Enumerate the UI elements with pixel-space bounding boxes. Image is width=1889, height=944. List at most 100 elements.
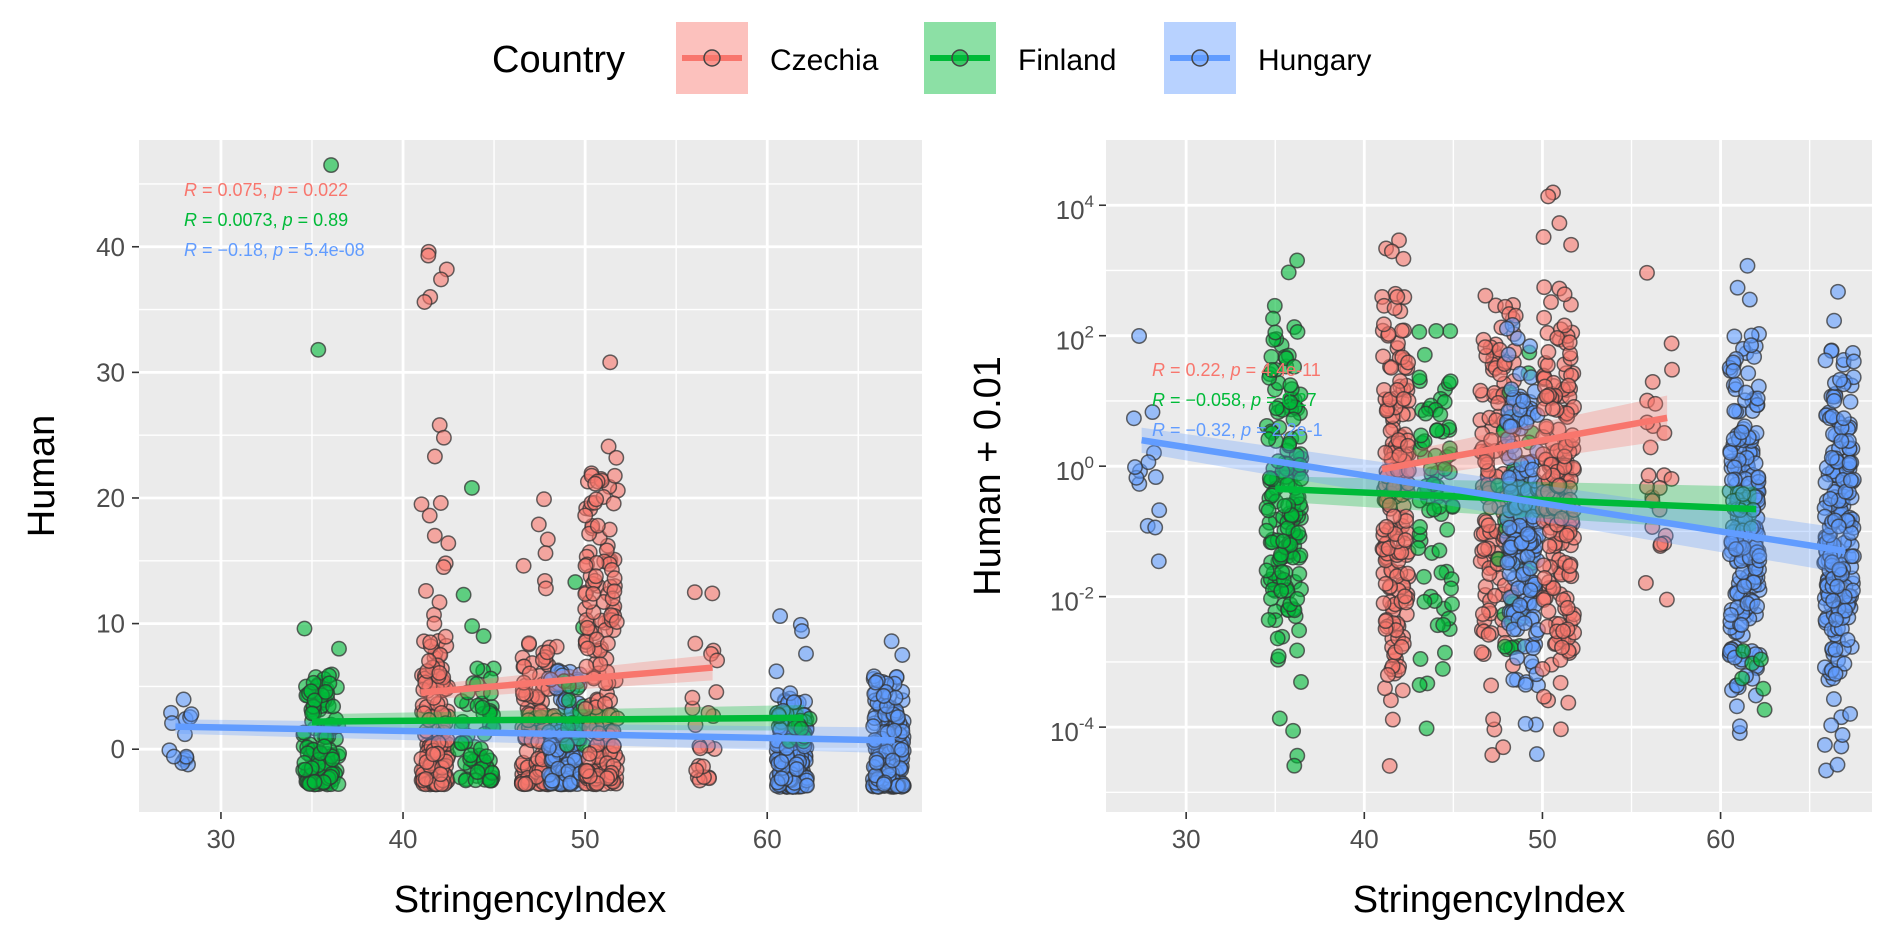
data-point-czechia bbox=[606, 583, 623, 600]
data-point-hungary bbox=[1829, 578, 1846, 595]
data-point-hungary bbox=[868, 754, 885, 771]
data-point-finland bbox=[1432, 406, 1449, 423]
data-point-czechia bbox=[1555, 623, 1572, 640]
data-point-hungary bbox=[1503, 381, 1520, 398]
y-tick-label: 102 bbox=[1056, 323, 1094, 356]
data-point-hungary bbox=[1509, 649, 1526, 666]
data-point-hungary bbox=[1833, 433, 1850, 450]
data-point-finland bbox=[560, 692, 577, 709]
data-point-czechia bbox=[605, 738, 622, 754]
data-point-hungary bbox=[1125, 410, 1142, 427]
data-point-hungary bbox=[1499, 554, 1516, 571]
data-point-finland bbox=[1291, 622, 1308, 639]
data-point-finland bbox=[1436, 644, 1453, 661]
data-point-finland bbox=[469, 660, 486, 677]
data-point-czechia bbox=[435, 429, 452, 446]
data-point-finland bbox=[331, 640, 347, 657]
r-symbol: R bbox=[184, 210, 197, 230]
right-panel-points bbox=[1125, 184, 1862, 779]
data-point-czechia bbox=[539, 531, 556, 548]
data-point-hungary bbox=[175, 691, 192, 708]
data-point-hungary bbox=[1722, 606, 1739, 623]
data-point-czechia bbox=[1658, 591, 1675, 608]
data-point-hungary bbox=[1515, 393, 1532, 410]
y-tick-base: 10 bbox=[1050, 587, 1079, 617]
y-tick-exponent: 0 bbox=[1085, 453, 1094, 472]
data-point-czechia bbox=[1540, 603, 1557, 620]
right-x-axis-title: StringencyIndex bbox=[1353, 879, 1626, 921]
data-point-hungary bbox=[883, 633, 900, 650]
trend-line-czechia bbox=[420, 664, 713, 696]
data-point-czechia bbox=[536, 491, 552, 508]
data-point-hungary bbox=[165, 748, 182, 765]
data-point-finland bbox=[1443, 580, 1459, 597]
y-tick-label: 20 bbox=[96, 483, 125, 513]
data-point-czechia bbox=[1556, 317, 1573, 334]
data-point-hungary bbox=[894, 647, 911, 663]
data-point-hungary bbox=[1826, 312, 1843, 329]
data-point-hungary bbox=[540, 739, 557, 756]
y-tick-label: 30 bbox=[96, 357, 125, 387]
data-point-czechia bbox=[688, 762, 705, 779]
p-value: = 0.022 bbox=[283, 180, 349, 200]
data-point-czechia bbox=[425, 746, 442, 763]
legend-title: Country bbox=[492, 39, 625, 81]
data-point-hungary bbox=[1829, 756, 1846, 773]
data-point-czechia bbox=[1637, 574, 1654, 591]
data-point-finland bbox=[1429, 422, 1445, 439]
data-point-hungary bbox=[893, 741, 910, 758]
data-point-hungary bbox=[1738, 384, 1755, 401]
data-point-czechia bbox=[1375, 595, 1392, 612]
data-point-czechia bbox=[1490, 395, 1507, 411]
r-value: = −0.32, bbox=[1165, 420, 1241, 440]
data-point-finland bbox=[482, 772, 499, 789]
data-point-czechia bbox=[1540, 344, 1557, 360]
data-point-finland bbox=[1275, 533, 1292, 550]
data-point-czechia bbox=[606, 467, 623, 484]
data-point-czechia bbox=[1375, 348, 1392, 365]
data-point-finland bbox=[1289, 323, 1306, 340]
right-panel-x-ticks: 30 40 50 60 bbox=[1172, 812, 1735, 854]
data-point-finland bbox=[297, 761, 314, 778]
data-point-finland bbox=[1282, 377, 1299, 394]
data-point-hungary bbox=[1150, 553, 1167, 570]
data-point-czechia bbox=[431, 664, 448, 681]
data-point-finland bbox=[1286, 358, 1303, 375]
data-point-czechia bbox=[521, 635, 537, 652]
y-tick-base: 10 bbox=[1056, 456, 1085, 486]
data-point-hungary bbox=[1731, 718, 1748, 735]
data-point-czechia bbox=[1400, 354, 1417, 371]
legend-item-hungary: Hungary bbox=[1164, 22, 1371, 94]
data-point-finland bbox=[1439, 521, 1456, 538]
data-point-finland bbox=[463, 479, 480, 496]
y-tick-label: 10-2 bbox=[1050, 584, 1094, 617]
data-point-czechia bbox=[1644, 373, 1661, 390]
right-panel-annotations: R = 0.22, p = 4.4e-11R = −0.058, p = 0.2… bbox=[1152, 360, 1323, 440]
data-point-czechia bbox=[605, 495, 622, 512]
y-tick-label: 104 bbox=[1056, 192, 1094, 225]
data-point-finland bbox=[558, 736, 575, 753]
data-point-hungary bbox=[1517, 715, 1534, 732]
data-point-czechia bbox=[1474, 606, 1491, 623]
data-point-finland bbox=[1289, 252, 1306, 269]
data-point-finland bbox=[1496, 638, 1513, 655]
data-point-finland bbox=[1274, 564, 1291, 581]
data-point-czechia bbox=[1377, 613, 1394, 630]
data-point-czechia bbox=[1562, 558, 1578, 574]
data-point-finland bbox=[1289, 590, 1306, 607]
data-point-czechia bbox=[515, 557, 532, 574]
data-point-czechia bbox=[709, 652, 726, 669]
data-point-czechia bbox=[1554, 639, 1570, 656]
data-point-finland bbox=[1756, 701, 1773, 718]
data-point-hungary bbox=[1841, 454, 1858, 471]
r-value: = −0.058, bbox=[1165, 390, 1251, 410]
r-symbol: R bbox=[184, 240, 197, 260]
left-panel-y-ticks: 0 10 20 30 40 bbox=[96, 232, 139, 764]
legend: Country Czechia Finland Hungary bbox=[492, 22, 1371, 94]
correlation-annotation-finland: R = 0.0073, p = 0.89 bbox=[184, 210, 348, 230]
data-point-finland bbox=[317, 683, 334, 700]
data-point-czechia bbox=[577, 557, 594, 574]
data-point-czechia bbox=[600, 438, 617, 455]
data-point-czechia bbox=[1495, 739, 1512, 756]
